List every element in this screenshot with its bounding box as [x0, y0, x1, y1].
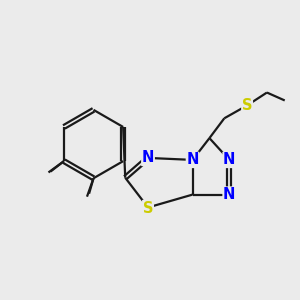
Text: N: N — [142, 150, 154, 165]
Text: S: S — [242, 98, 252, 113]
Text: N: N — [186, 152, 199, 167]
Text: N: N — [223, 187, 236, 202]
Text: S: S — [143, 201, 153, 216]
Text: N: N — [223, 152, 236, 167]
